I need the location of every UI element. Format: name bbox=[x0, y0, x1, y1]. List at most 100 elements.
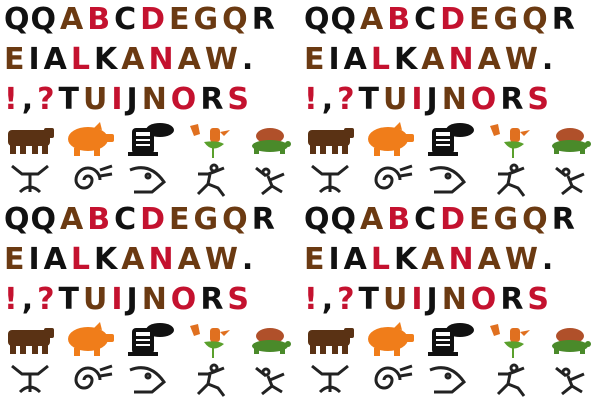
glyph-letter: I bbox=[328, 42, 341, 77]
glyph-row-1: QQ A B C D E G Q R bbox=[0, 200, 300, 240]
turtle-icon bbox=[540, 320, 600, 360]
glyph-letter: D bbox=[440, 202, 467, 237]
pig-icon bbox=[360, 120, 420, 160]
glyph-letter: G bbox=[193, 2, 220, 37]
glyph-letter: R bbox=[200, 282, 225, 317]
glyph-letter: J bbox=[426, 82, 439, 117]
glyph-letter: K bbox=[394, 242, 419, 277]
glyph-letter: B bbox=[387, 202, 412, 237]
glyph-letter: S bbox=[527, 282, 551, 317]
glyph-letter: R bbox=[500, 82, 525, 117]
glyph-letter: A bbox=[60, 2, 85, 37]
glyph-letter: D bbox=[440, 2, 467, 37]
glyph-letter: R bbox=[251, 2, 276, 37]
spiral-icon bbox=[60, 360, 120, 400]
glyph-letter: C bbox=[414, 2, 438, 37]
glyph-letter: T bbox=[358, 282, 380, 317]
glyph-letter: A bbox=[177, 242, 202, 277]
glyph-letter: C bbox=[114, 202, 138, 237]
glyph-letter: ! bbox=[304, 82, 319, 117]
glyph-letter: A bbox=[343, 42, 368, 77]
glyph-letter: K bbox=[94, 242, 119, 277]
glyph-letter: A bbox=[421, 242, 446, 277]
glyph-letter: R bbox=[551, 202, 576, 237]
glyph-letter: T bbox=[58, 282, 80, 317]
glyph-letter: I bbox=[111, 282, 124, 317]
glyph-letter: Q bbox=[222, 202, 249, 237]
kokopelli-icon bbox=[240, 160, 300, 200]
kokopelli-icon bbox=[240, 360, 300, 400]
dancer-icon bbox=[480, 160, 540, 200]
glyph-row-3: !,? T U I J N O R S bbox=[300, 280, 600, 320]
locomotive-icon bbox=[120, 320, 180, 360]
glyph-letter: , bbox=[321, 82, 335, 117]
bear-icon bbox=[0, 120, 60, 160]
glyph-letter: A bbox=[477, 242, 502, 277]
locomotive-icon bbox=[420, 120, 480, 160]
glyph-letter: A bbox=[121, 242, 146, 277]
glyph-letter: QQ bbox=[304, 202, 358, 237]
glyph-letter: D bbox=[140, 202, 167, 237]
glyph-letter: S bbox=[527, 82, 551, 117]
picture-row bbox=[300, 120, 600, 160]
glyph-letter: N bbox=[141, 82, 168, 117]
glyph-letter: . bbox=[241, 42, 255, 77]
glyph-letter: T bbox=[358, 82, 380, 117]
glyph-row-1: QQ A B C D E G Q R bbox=[300, 0, 600, 40]
glyph-letter: QQ bbox=[4, 2, 58, 37]
glyph-letter: B bbox=[87, 2, 112, 37]
glyph-letter: ? bbox=[37, 282, 56, 317]
glyph-letter: N bbox=[141, 282, 168, 317]
spiral-figure-icon bbox=[300, 160, 360, 200]
picture-row bbox=[300, 320, 600, 360]
glyph-letter: R bbox=[200, 82, 225, 117]
glyph-letter: , bbox=[21, 282, 35, 317]
glyph-letter: I bbox=[28, 242, 41, 277]
glyph-letter: A bbox=[343, 242, 368, 277]
glyph-letter: T bbox=[58, 82, 80, 117]
turtle-icon bbox=[240, 120, 300, 160]
petroglyph-row bbox=[0, 360, 300, 400]
locomotive-icon bbox=[120, 120, 180, 160]
glyph-letter: ! bbox=[4, 82, 19, 117]
glyph-letter: L bbox=[370, 242, 392, 277]
pig-icon bbox=[60, 120, 120, 160]
glyph-letter: A bbox=[360, 202, 385, 237]
picture-row bbox=[0, 120, 300, 160]
glyph-letter: S bbox=[227, 82, 251, 117]
glyph-row-1: QQ A B C D E G Q R bbox=[300, 200, 600, 240]
glyph-letter: E bbox=[4, 42, 26, 77]
glyph-line: QQ A B C D E G Q R bbox=[4, 200, 300, 240]
glyph-line: !,? T U I J N O R S bbox=[304, 80, 600, 120]
glyph-letter: U bbox=[382, 282, 409, 317]
glyph-row-1: QQ A B C D E G Q R bbox=[0, 0, 300, 40]
glyph-letter: W bbox=[504, 242, 539, 277]
glyph-letter: O bbox=[470, 282, 498, 317]
glyph-letter: O bbox=[170, 282, 198, 317]
spiral-icon bbox=[360, 160, 420, 200]
glyph-letter: L bbox=[370, 42, 392, 77]
glyph-letter: I bbox=[328, 242, 341, 277]
glyph-row-3: !,? T U I J N O R S bbox=[0, 280, 300, 320]
bird-head-icon bbox=[420, 360, 480, 400]
glyph-letter: W bbox=[504, 42, 539, 77]
glyph-letter: I bbox=[111, 82, 124, 117]
glyph-letter: I bbox=[411, 82, 424, 117]
glyph-letter: K bbox=[394, 42, 419, 77]
glyph-letter: A bbox=[121, 42, 146, 77]
glyph-letter: . bbox=[541, 42, 555, 77]
glyph-letter: J bbox=[426, 282, 439, 317]
glyph-letter: I bbox=[411, 282, 424, 317]
bird-head-icon bbox=[420, 160, 480, 200]
bear-icon bbox=[300, 120, 360, 160]
rooster-icon bbox=[480, 320, 540, 360]
rooster-icon bbox=[480, 120, 540, 160]
dancer-icon bbox=[180, 360, 240, 400]
